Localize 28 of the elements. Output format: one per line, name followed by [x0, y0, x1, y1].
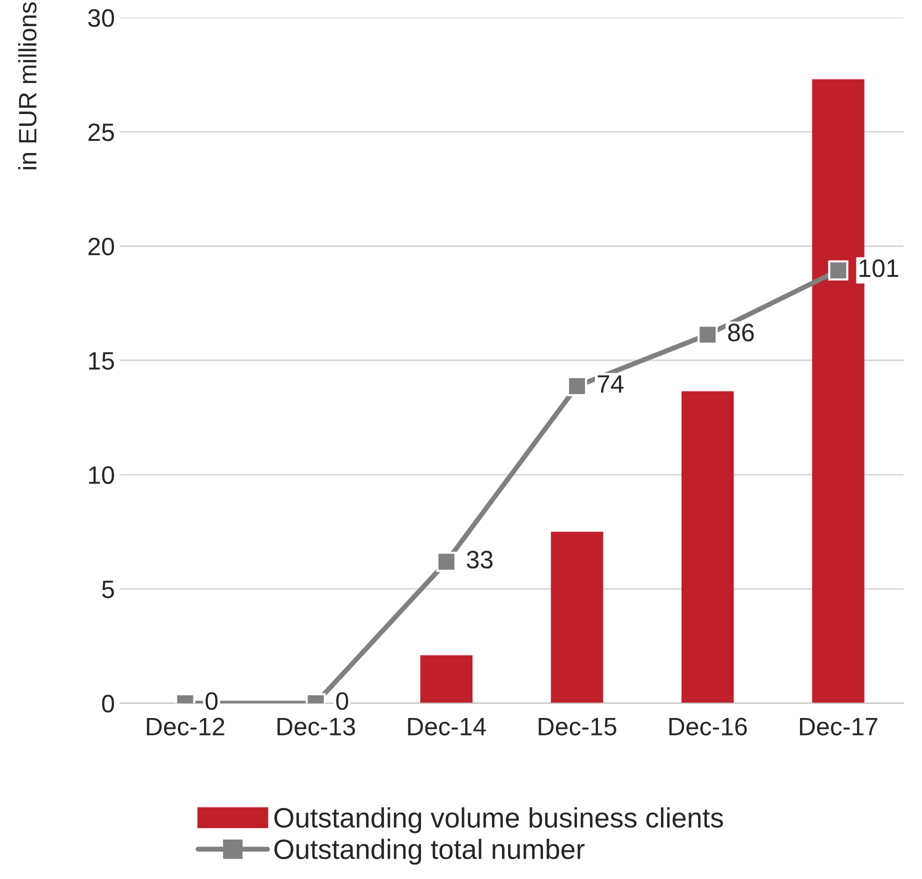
x-tick-label: Dec-13 — [278, 718, 355, 736]
x-tick-label: Dec-14 — [408, 718, 486, 736]
bar — [682, 391, 734, 704]
x-tick-label: Dec-16 — [669, 718, 747, 736]
point — [828, 260, 848, 280]
y-tick-label: 15 — [89, 352, 114, 370]
data-label: 101 — [860, 259, 898, 278]
data-label: 86 — [728, 324, 754, 342]
bar — [420, 655, 473, 704]
legend-label: Outstanding volume business clients — [274, 807, 723, 834]
data-label: 33 — [466, 550, 493, 568]
y-tick-label: 0 — [102, 694, 114, 713]
data-label: 0 — [336, 692, 348, 710]
data-label: 0 — [206, 692, 218, 710]
x-tick-label: Dec-15 — [538, 718, 616, 736]
legend-label: Outstanding total number — [274, 838, 585, 865]
bar — [550, 532, 604, 704]
point — [566, 376, 588, 396]
y-tick-label: 25 — [88, 123, 114, 142]
y-tick-label: 5 — [102, 580, 114, 598]
y-tick-label: 10 — [89, 466, 114, 484]
y-tick-label: 30 — [88, 9, 114, 27]
y-axis-title: in EUR millions — [18, 2, 37, 170]
x-tick-label: Dec-12 — [146, 718, 224, 736]
data-label: 74 — [598, 375, 624, 393]
y-tick-label: 20 — [88, 238, 114, 256]
point — [698, 324, 718, 345]
x-tick-label: Dec-17 — [800, 718, 878, 736]
